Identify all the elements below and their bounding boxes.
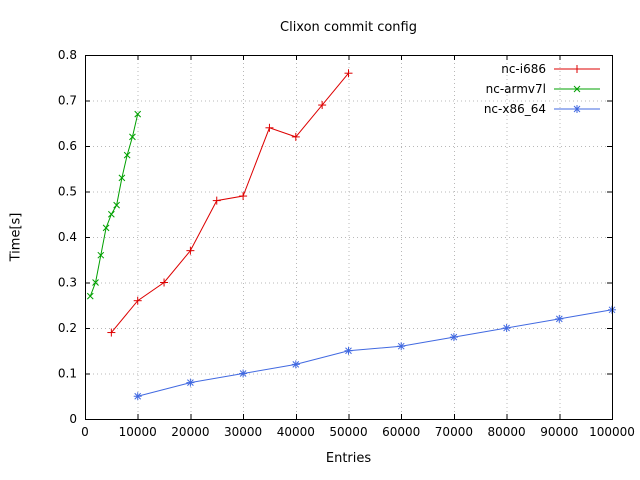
legend-label-nc-armv7l: nc-armv7l bbox=[486, 82, 546, 96]
series-nc-x86_64 bbox=[133, 305, 616, 401]
y-tick-label: 0.8 bbox=[58, 48, 77, 62]
series-line-nc-i686 bbox=[110, 72, 349, 333]
series-nc-armv7l bbox=[86, 110, 142, 300]
x-tick-label: 0 bbox=[81, 425, 89, 439]
x-tick-label: 40000 bbox=[277, 425, 315, 439]
legend-label-nc-i686: nc-i686 bbox=[501, 62, 546, 76]
series-line-nc-x86_64 bbox=[137, 309, 613, 397]
axes bbox=[85, 55, 613, 420]
y-tick-label: 0 bbox=[69, 412, 77, 426]
x-tick-label: 70000 bbox=[435, 425, 473, 439]
x-tick-label: 90000 bbox=[540, 425, 578, 439]
x-tick-label: 60000 bbox=[382, 425, 420, 439]
y-tick-label: 0.6 bbox=[58, 139, 77, 153]
series-nc-i686 bbox=[107, 69, 353, 337]
legend: nc-i686 nc-armv7l nc-x86_64 bbox=[484, 62, 600, 116]
y-tick-label: 0.1 bbox=[58, 367, 77, 381]
tick-labels: 0 10000 20000 30000 40000 50000 60000 70000 8000… bbox=[58, 48, 635, 439]
y-tick-label: 0.7 bbox=[58, 94, 77, 108]
y-tick-label: 0.3 bbox=[58, 276, 77, 290]
series-line-nc-armv7l bbox=[89, 114, 139, 297]
x-tick-label: 30000 bbox=[224, 425, 262, 439]
legend-label-nc-x86_64: nc-x86_64 bbox=[484, 102, 546, 116]
x-tick-label: 20000 bbox=[171, 425, 209, 439]
x-tick-label: 50000 bbox=[329, 425, 367, 439]
x-axis-label: Entries bbox=[325, 451, 372, 466]
chart-title: Clixon commit config bbox=[280, 20, 417, 35]
x-tick-label: 10000 bbox=[119, 425, 157, 439]
y-tick-label: 0.2 bbox=[58, 321, 77, 335]
x-tick-label: 100000 bbox=[589, 425, 635, 439]
y-tick-label: 0.4 bbox=[58, 230, 77, 244]
y-tick-label: 0.5 bbox=[58, 185, 77, 199]
x-tick-label: 80000 bbox=[488, 425, 526, 439]
